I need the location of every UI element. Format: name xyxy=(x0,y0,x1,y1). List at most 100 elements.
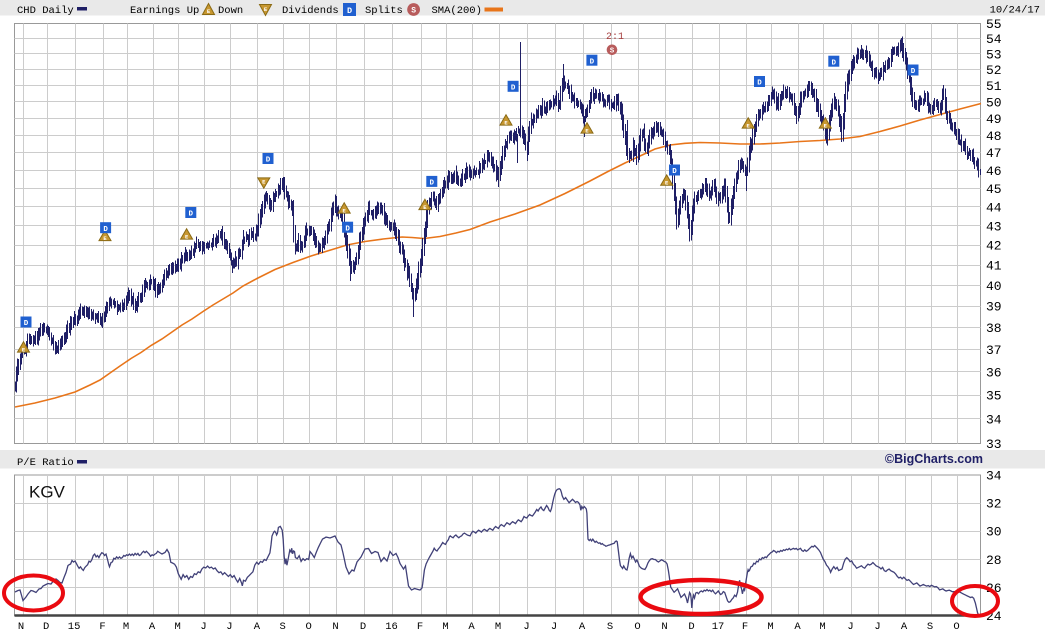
svg-text:32: 32 xyxy=(986,497,1002,512)
svg-text:D: D xyxy=(911,68,916,76)
svg-text:M: M xyxy=(495,621,501,633)
svg-text:D: D xyxy=(832,59,837,67)
svg-text:16: 16 xyxy=(385,621,398,633)
svg-text:40: 40 xyxy=(986,279,1002,294)
svg-text:S: S xyxy=(607,621,613,633)
svg-text:51: 51 xyxy=(986,79,1002,94)
svg-text:28: 28 xyxy=(986,553,1002,568)
svg-text:30: 30 xyxy=(986,525,1002,540)
svg-text:50: 50 xyxy=(986,95,1002,110)
svg-text:D: D xyxy=(266,157,271,165)
svg-text:E: E xyxy=(423,204,427,211)
svg-text:M: M xyxy=(175,621,181,633)
svg-text:F: F xyxy=(99,621,105,633)
svg-text:2:1: 2:1 xyxy=(606,32,624,43)
svg-text:J: J xyxy=(874,621,880,633)
svg-text:48: 48 xyxy=(986,129,1002,144)
svg-text:E: E xyxy=(665,180,669,187)
svg-text:55: 55 xyxy=(986,17,1002,32)
svg-text:F: F xyxy=(742,621,748,633)
svg-text:A: A xyxy=(794,621,801,633)
svg-text:SMA(200): SMA(200) xyxy=(432,5,482,17)
svg-text:54: 54 xyxy=(986,32,1002,47)
svg-text:45: 45 xyxy=(986,182,1002,197)
svg-text:A: A xyxy=(579,621,586,633)
svg-text:J: J xyxy=(523,621,529,633)
svg-text:J: J xyxy=(847,621,853,633)
svg-text:44: 44 xyxy=(986,201,1002,216)
svg-text:35: 35 xyxy=(986,389,1002,404)
svg-text:43: 43 xyxy=(986,219,1002,234)
svg-text:D: D xyxy=(511,85,516,93)
svg-text:Dividends: Dividends xyxy=(282,5,339,17)
svg-text:Splits: Splits xyxy=(365,5,403,17)
svg-text:Down: Down xyxy=(218,5,243,17)
svg-text:O: O xyxy=(634,621,640,633)
svg-text:E: E xyxy=(262,179,266,186)
svg-text:A: A xyxy=(901,621,908,633)
svg-text:E: E xyxy=(185,234,189,241)
svg-text:D: D xyxy=(590,58,595,66)
svg-text:N: N xyxy=(18,621,24,633)
svg-text:E: E xyxy=(264,6,268,13)
svg-text:S: S xyxy=(610,48,615,56)
svg-text:39: 39 xyxy=(986,300,1002,315)
svg-text:F: F xyxy=(417,621,423,633)
svg-text:S: S xyxy=(927,621,933,633)
svg-text:P/E Ratio: P/E Ratio xyxy=(17,457,74,469)
svg-text:N: N xyxy=(661,621,667,633)
svg-text:D: D xyxy=(103,226,108,234)
svg-text:Earnings Up: Earnings Up xyxy=(130,5,199,17)
svg-text:34: 34 xyxy=(986,469,1002,484)
svg-text:10/24/17: 10/24/17 xyxy=(990,5,1040,17)
svg-text:49: 49 xyxy=(986,112,1002,127)
svg-text:33: 33 xyxy=(986,437,1002,452)
svg-text:E: E xyxy=(504,120,508,127)
svg-text:D: D xyxy=(43,621,49,633)
svg-text:E: E xyxy=(343,208,347,215)
svg-text:KGV: KGV xyxy=(29,483,66,502)
svg-text:D: D xyxy=(345,225,350,233)
svg-text:S: S xyxy=(411,7,416,16)
svg-text:D: D xyxy=(24,320,29,328)
svg-text:E: E xyxy=(747,123,751,130)
svg-text:34: 34 xyxy=(986,413,1002,428)
svg-text:D: D xyxy=(189,211,194,219)
svg-text:D: D xyxy=(360,621,366,633)
svg-text:A: A xyxy=(254,621,261,633)
svg-text:CHD Daily: CHD Daily xyxy=(17,5,74,17)
svg-text:M: M xyxy=(767,621,773,633)
svg-text:52: 52 xyxy=(986,63,1002,78)
svg-text:E: E xyxy=(585,128,589,135)
svg-text:46: 46 xyxy=(986,164,1002,179)
svg-text:M: M xyxy=(442,621,448,633)
svg-text:J: J xyxy=(551,621,557,633)
svg-text:D: D xyxy=(672,168,677,176)
svg-text:41: 41 xyxy=(986,259,1002,274)
svg-text:O: O xyxy=(953,621,959,633)
svg-text:17: 17 xyxy=(712,621,725,633)
svg-text:26: 26 xyxy=(986,581,1002,596)
svg-text:S: S xyxy=(280,621,286,633)
svg-text:J: J xyxy=(226,621,232,633)
svg-text:A: A xyxy=(468,621,475,633)
svg-text:D: D xyxy=(347,6,352,16)
svg-text:47: 47 xyxy=(986,146,1002,161)
svg-text:M: M xyxy=(819,621,825,633)
svg-text:15: 15 xyxy=(68,621,81,633)
svg-text:E: E xyxy=(103,235,107,242)
svg-text:A: A xyxy=(149,621,156,633)
svg-text:E: E xyxy=(22,347,26,354)
svg-text:M: M xyxy=(123,621,129,633)
svg-text:36: 36 xyxy=(986,366,1002,381)
svg-text:E: E xyxy=(824,123,828,130)
svg-text:42: 42 xyxy=(986,239,1002,254)
svg-text:O: O xyxy=(305,621,311,633)
svg-text:E: E xyxy=(207,8,211,15)
svg-text:J: J xyxy=(200,621,206,633)
svg-text:N: N xyxy=(332,621,338,633)
svg-text:D: D xyxy=(757,80,762,88)
svg-text:37: 37 xyxy=(986,343,1002,358)
svg-text:©BigCharts.com: ©BigCharts.com xyxy=(885,452,983,466)
svg-text:D: D xyxy=(430,180,435,188)
